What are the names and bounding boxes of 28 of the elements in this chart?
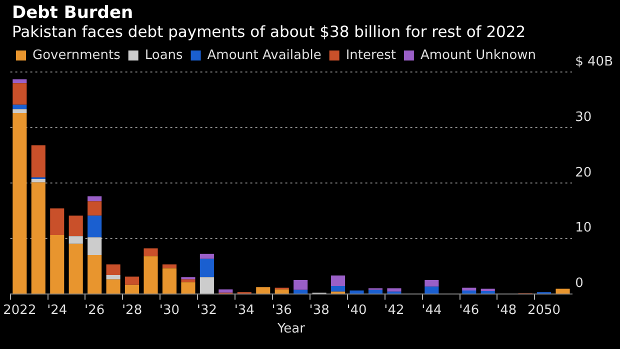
x-tick-label: '24 xyxy=(47,302,68,318)
chart-subtitle: Pakistan faces debt payments of about $38 billion for rest of 2022 xyxy=(12,23,527,41)
x-tick-label: '38 xyxy=(309,302,330,318)
x-tick-label: 2022 xyxy=(3,302,36,318)
legend-label: Amount Available xyxy=(207,48,322,63)
y-tick-label: 30 xyxy=(575,110,592,125)
legend-label: Governments xyxy=(32,48,121,63)
x-tick-label: '42 xyxy=(384,302,404,318)
y-tick-label: $ 40B xyxy=(575,54,614,70)
x-tick-label: '26 xyxy=(84,302,105,318)
y-tick-label: 0 xyxy=(575,276,584,292)
legend-label: Interest xyxy=(346,48,396,63)
x-tick-label: '44 xyxy=(422,302,442,318)
x-tick-label: '34 xyxy=(234,302,254,318)
x-tick-label: '30 xyxy=(159,302,180,318)
x-tick-label: '28 xyxy=(122,302,142,318)
x-tick-label: '32 xyxy=(196,302,218,318)
x-tick-label: '46 xyxy=(459,302,480,318)
x-tick-label: '48 xyxy=(496,302,517,318)
y-tick-label: 20 xyxy=(575,165,592,180)
x-axis-title: Year xyxy=(276,322,306,337)
chart-title: Debt Burden xyxy=(12,3,134,23)
x-tick-label: '40 xyxy=(346,302,367,318)
legend-label: Loans xyxy=(144,48,184,63)
legend-label: Amount Unknown xyxy=(420,48,536,63)
y-tick-label: 10 xyxy=(575,220,592,236)
x-tick-label: '36 xyxy=(272,302,292,318)
x-tick-label: 2050 xyxy=(528,302,561,318)
